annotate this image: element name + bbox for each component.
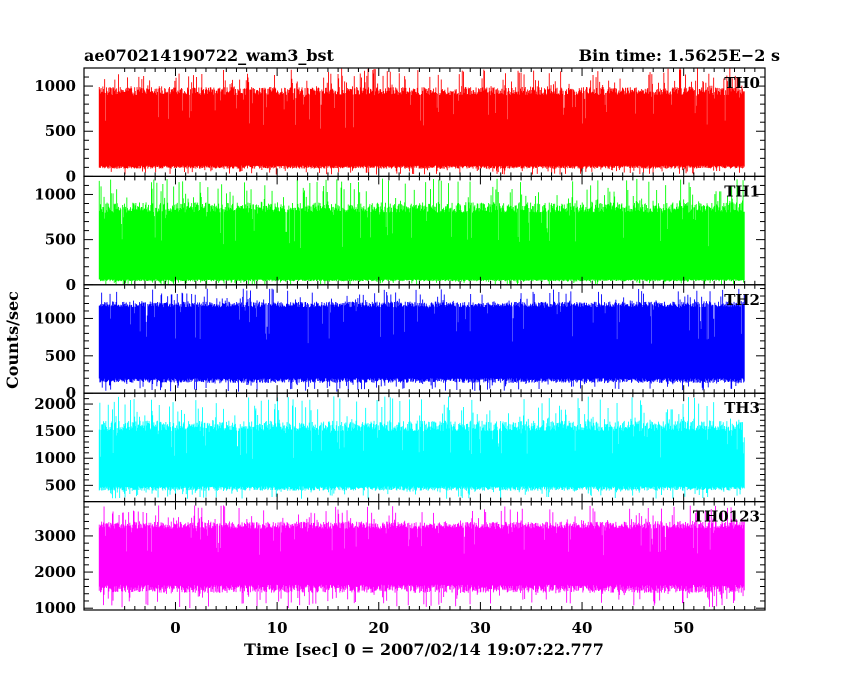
- panel-th3: 500 1000 1500 2000 TH3: [34, 392, 766, 503]
- panel-frame: [83, 501, 766, 611]
- y-tick-label: 0: [66, 167, 76, 185]
- panel-label-th0: TH0: [724, 74, 760, 92]
- panel-th1: 0 500 1000 TH1: [34, 175, 766, 294]
- x-tick-label: 40: [572, 619, 593, 637]
- panel-label-th3: TH3: [724, 399, 760, 417]
- y-tick-label: 2000: [34, 395, 76, 413]
- y-tick-label: 1000: [34, 449, 76, 467]
- panel-th2: 0 500 1000 TH2: [34, 284, 766, 402]
- bin-time-label: Bin time: 1.5625E−2 s: [579, 46, 780, 65]
- y-tick-label: 1500: [34, 422, 76, 440]
- y-tick-label: 500: [45, 122, 76, 140]
- y-tick-label: 500: [45, 476, 76, 494]
- panel-th0123: 1000 2000 3000 TH0123: [34, 501, 766, 617]
- panel-th0: 0 500 1000 TH0: [34, 67, 766, 185]
- y-tick-label: 0: [66, 276, 76, 294]
- x-tick-label: 0: [170, 619, 180, 637]
- panel-label-th1: TH1: [724, 182, 760, 200]
- x-tick-label: 30: [470, 619, 491, 637]
- series-th3: [98, 396, 745, 499]
- y-tick-label: 1000: [34, 77, 76, 95]
- panel-label-th2: TH2: [724, 291, 760, 309]
- x-tick-label: 50: [673, 619, 694, 637]
- panel-label-th0123: TH0123: [693, 508, 760, 526]
- y-tick-label: 500: [45, 347, 76, 365]
- y-tick-label: 3000: [34, 527, 76, 545]
- x-tick-label: 10: [267, 619, 288, 637]
- x-tick-label: 20: [368, 619, 389, 637]
- y-tick-label: 1000: [34, 185, 76, 203]
- y-tick-label: 500: [45, 231, 76, 249]
- y-tick-label: 0: [66, 384, 76, 402]
- series-th0: [98, 68, 745, 175]
- y-tick-label: 1000: [34, 309, 76, 327]
- y-tick-label: 1000: [34, 599, 76, 617]
- chart-title: ae070214190722_wam3_bst: [84, 46, 335, 65]
- x-axis-label: Time [sec] 0 = 2007/02/14 19:07:22.777: [244, 640, 604, 659]
- series-th0123: [98, 505, 745, 608]
- y-axis-label: Counts/sec: [3, 291, 22, 389]
- series-th2: [98, 288, 745, 392]
- y-tick-label: 2000: [34, 563, 76, 581]
- series-th1: [98, 178, 745, 285]
